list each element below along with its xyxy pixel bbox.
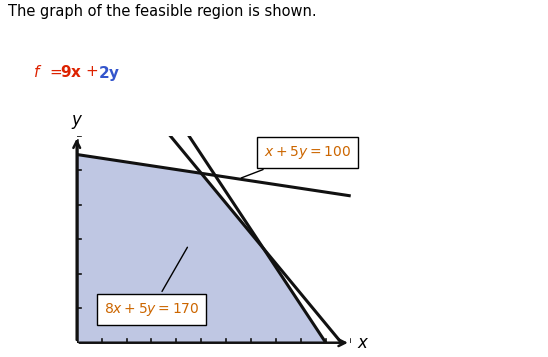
Polygon shape: [77, 155, 326, 343]
Text: $f$: $f$: [33, 64, 42, 80]
Text: $+$: $+$: [85, 64, 98, 79]
Text: $2x + y = 40$: $2x + y = 40$: [0, 356, 1, 357]
Text: x: x: [357, 334, 367, 352]
Text: $\mathbf{9x}$: $\mathbf{9x}$: [60, 64, 83, 80]
Text: $x + 5y = 100$: $x + 5y = 100$: [241, 144, 351, 178]
Text: $\mathbf{2y}$: $\mathbf{2y}$: [98, 64, 120, 83]
Text: $=$: $=$: [47, 64, 62, 79]
Text: $8x + 5y = 170$: $8x + 5y = 170$: [104, 247, 199, 318]
Text: The graph of the feasible region is shown.: The graph of the feasible region is show…: [8, 4, 317, 19]
Text: y: y: [72, 111, 82, 129]
